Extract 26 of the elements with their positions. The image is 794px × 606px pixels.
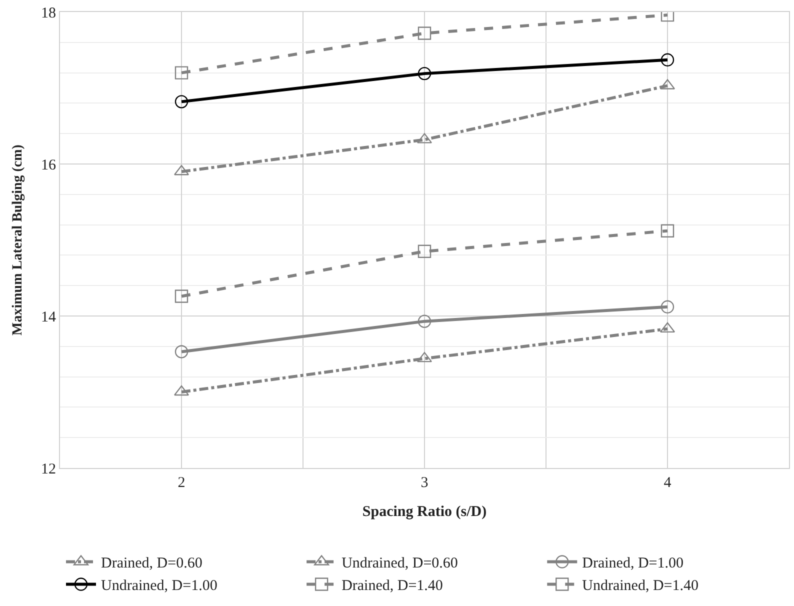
point [174, 345, 188, 358]
point [174, 95, 188, 108]
point [418, 314, 432, 328]
point [174, 66, 188, 80]
x-tick-label: 4 [664, 475, 672, 491]
legend-label: Undrained, D=0.60 [342, 556, 458, 572]
legend-label: Undrained, D=1.40 [582, 578, 698, 594]
legend-label: Undrained, D=1.00 [101, 578, 218, 594]
legend-label: Drained, D=1.40 [342, 578, 443, 594]
point [660, 224, 674, 238]
point [660, 300, 674, 314]
x-tick-label: 3 [420, 475, 428, 491]
point [418, 66, 432, 80]
y-tick-label: 16 [41, 157, 56, 174]
legend-label: Drained, D=1.00 [582, 556, 684, 572]
point [660, 53, 674, 66]
point [174, 290, 188, 303]
legend-label: Drained, D=0.60 [101, 556, 202, 572]
y-tick-label: 18 [41, 5, 56, 22]
point [418, 26, 432, 40]
point [418, 244, 432, 258]
y-tick-label: 12 [41, 461, 56, 478]
x-axis-title: Spacing Ratio (s/D) [362, 504, 487, 520]
x-tick-label: 2 [178, 475, 186, 491]
y-axis-title: Maximum Lateral Bulging (cm) [10, 144, 26, 336]
y-tick-label: 14 [41, 309, 56, 326]
